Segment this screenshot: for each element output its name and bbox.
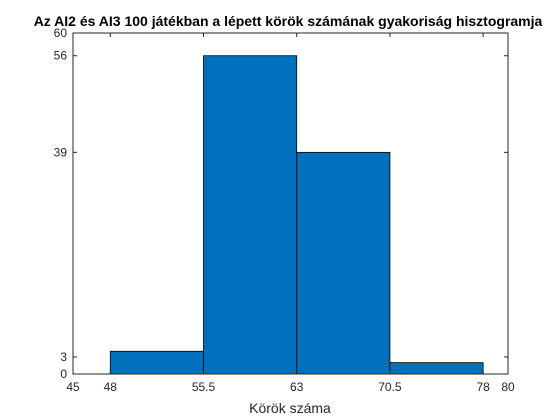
x-tick-label-5: 78 — [476, 380, 490, 394]
chart-title: Az AI2 és AI3 100 játékban a lépett körö… — [34, 13, 543, 29]
y-tick-label-2: 39 — [54, 145, 68, 159]
y-tick-label-1: 3 — [60, 350, 67, 364]
x-tick-label-0: 45 — [66, 380, 80, 394]
x-axis-label: Körök száma — [249, 400, 331, 416]
y-tick-label-3: 56 — [54, 49, 68, 63]
histogram-bar-1 — [109, 350, 204, 375]
x-tick-label-2: 55.5 — [192, 380, 216, 394]
x-tick-label-1: 48 — [104, 380, 118, 394]
x-tick-label-4: 70.5 — [378, 380, 402, 394]
histogram-bar-4 — [389, 362, 484, 375]
x-tick-label-3: 63 — [290, 380, 304, 394]
histogram-bar-3 — [296, 151, 391, 375]
bars-group — [109, 55, 484, 375]
x-tick-label-6: 80 — [501, 380, 515, 394]
y-axis: 0 3 39 56 60 — [54, 26, 508, 381]
y-tick-label-4: 60 — [54, 26, 68, 40]
plot-frame — [72, 32, 509, 375]
histogram-bar-2 — [203, 55, 298, 375]
x-axis: 45 48 55.5 63 70.5 78 80 — [66, 33, 515, 394]
y-tick-label-0: 0 — [60, 367, 67, 381]
